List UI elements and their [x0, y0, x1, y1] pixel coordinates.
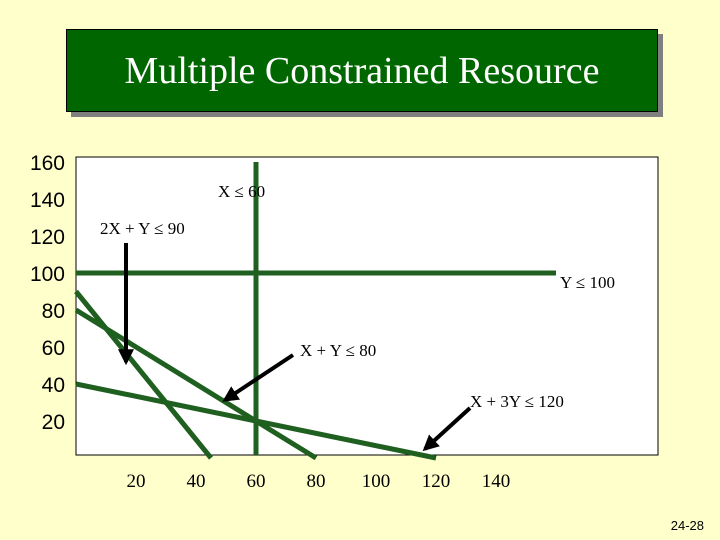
x-tick-label: 140: [482, 471, 511, 492]
x-plus-y-line: [74, 307, 318, 461]
y-tick-label: 20: [42, 411, 65, 434]
x-tick-label: 120: [422, 471, 451, 492]
y-tick-label: 40: [42, 374, 65, 397]
x-tick-label: 60: [247, 471, 266, 492]
plot-area: [75, 156, 659, 456]
two-x-plus-y-line: [74, 289, 213, 460]
label-y-le-100: Y ≤ 100: [560, 273, 615, 292]
slide-title: Multiple Constrained Resource: [124, 49, 600, 92]
y-tick-label: 100: [30, 263, 65, 286]
y-tick-label: 160: [30, 152, 65, 175]
arrow-x-plus-3y: [422, 406, 472, 452]
label-x-le-60: X ≤ 60: [218, 182, 265, 201]
arrow-x-plus-y: [222, 353, 295, 402]
y-tick-label: 140: [30, 189, 65, 212]
label-x-plus-y: X + Y ≤ 80: [300, 341, 376, 360]
x-tick-label: 80: [307, 471, 326, 492]
label-x-plus-3y: X + 3Y ≤ 120: [470, 392, 564, 411]
y-tick-label: 80: [42, 300, 65, 323]
title-banner: Multiple Constrained Resource: [66, 29, 658, 112]
slide-number: 24-28: [670, 518, 704, 533]
label-two-x-plus-y: 2X + Y ≤ 90: [100, 219, 185, 238]
x-plus-3y-line: [75, 381, 437, 461]
y-tick-label: 120: [30, 226, 65, 249]
y-tick-label: 60: [42, 337, 65, 360]
x-tick-label: 20: [127, 471, 146, 492]
x-tick-label: 100: [362, 471, 391, 492]
x-tick-label: 40: [187, 471, 206, 492]
